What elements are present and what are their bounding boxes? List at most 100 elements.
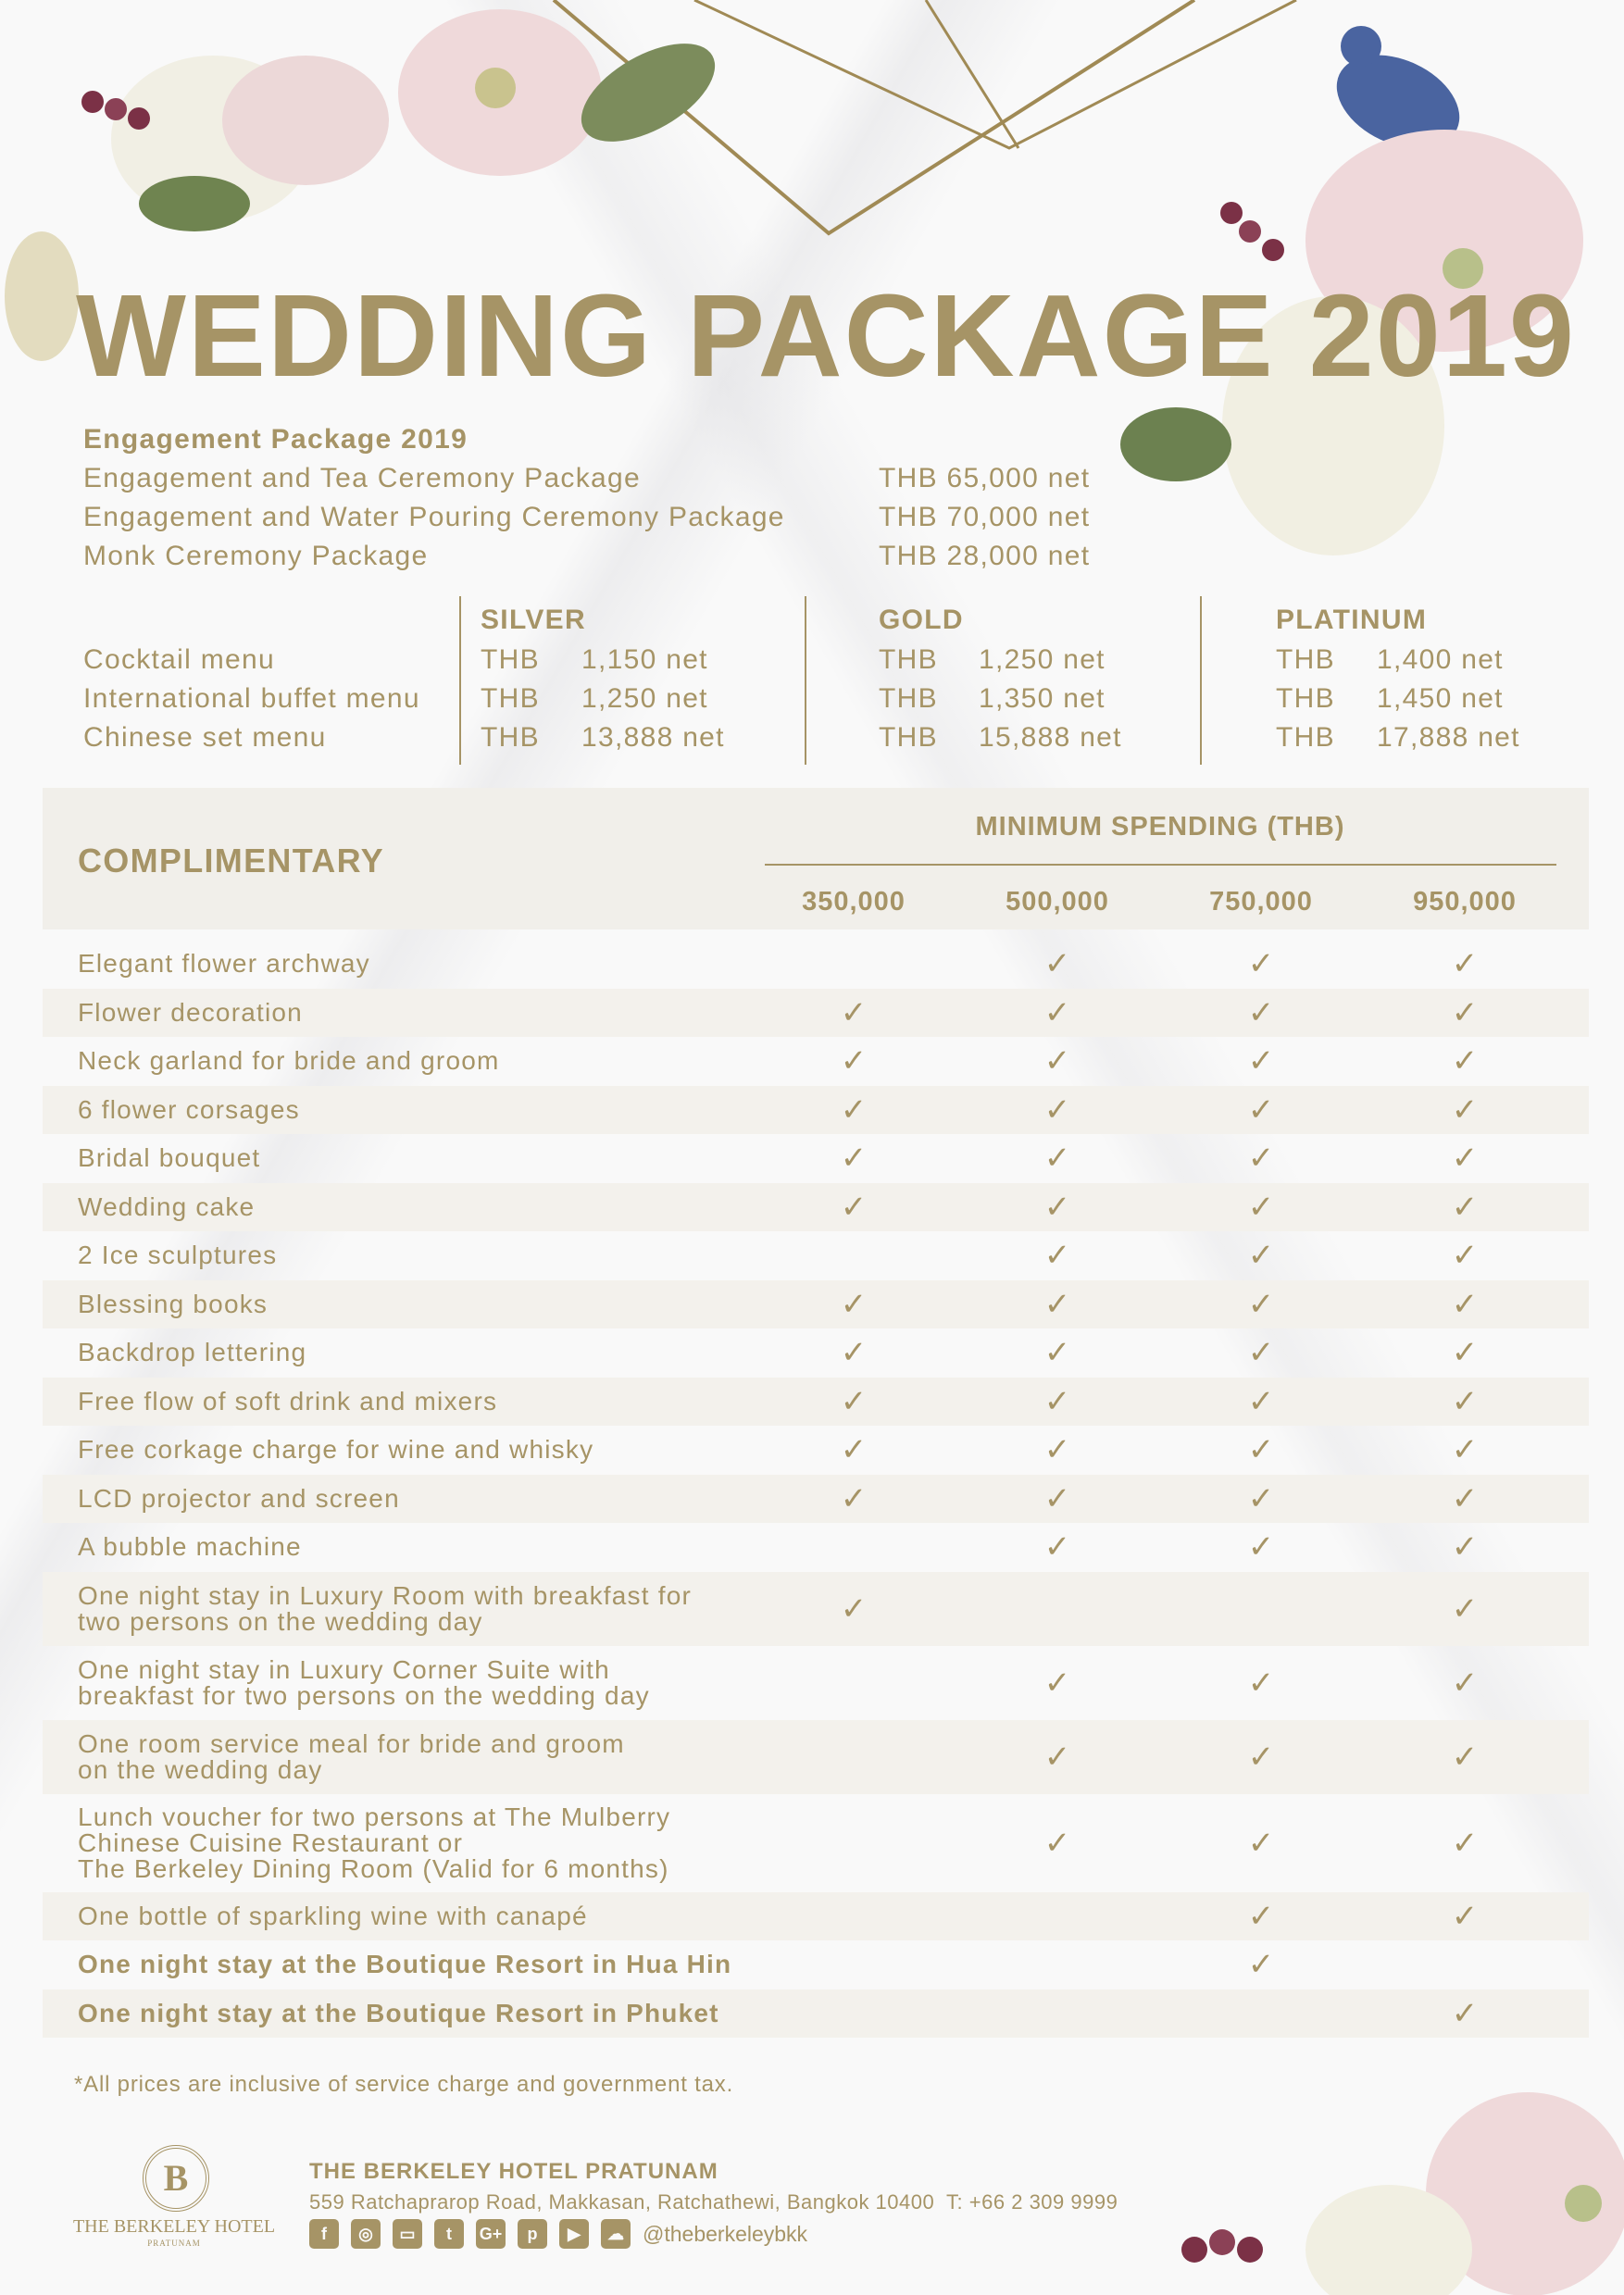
tier-silver: SILVER: [481, 605, 586, 635]
tier-gold: GOLD: [879, 605, 964, 635]
checkmark-icon: ✓: [1451, 994, 1479, 1030]
page-title: WEDDING PACKAGE 2019: [76, 270, 1576, 401]
checkmark-icon: ✓: [1451, 1529, 1479, 1565]
logo-subtitle: PRATUNAM: [147, 2239, 201, 2248]
flower-bird-decoration-top-right: [1120, 26, 1583, 555]
menu-name: Chinese set menu: [83, 722, 327, 753]
checkmark-icon: ✓: [840, 1432, 868, 1468]
checkmark-icon: ✓: [840, 1383, 868, 1419]
checkmark-icon: ✓: [1247, 946, 1275, 982]
row-label: Backdrop lettering: [78, 1338, 307, 1367]
divider: [805, 596, 806, 765]
checkmark-icon: ✓: [1247, 1238, 1275, 1274]
checkmark-icon: ✓: [1451, 1189, 1479, 1225]
checkmark-icon: ✓: [1247, 1091, 1275, 1128]
spending-column-header: 350,000: [802, 887, 906, 917]
row-label: One night stay at the Boutique Resort in…: [78, 1998, 719, 2027]
checkmark-icon: ✓: [1247, 994, 1275, 1030]
row-label: Free corkage charge for wine and whisky: [78, 1435, 594, 1465]
checkmark-icon: ✓: [1247, 1141, 1275, 1177]
google-plus-icon[interactable]: G+: [476, 2219, 506, 2249]
table-row: One bottle of sparkling wine with canapé…: [43, 1891, 1589, 1940]
checkmark-icon: ✓: [1043, 1739, 1071, 1775]
checkmark-icon: ✓: [1451, 1665, 1479, 1701]
checkmark-icon: ✓: [1043, 1286, 1071, 1322]
menu-name: International buffet menu: [83, 683, 420, 714]
checkmark-icon: ✓: [1451, 946, 1479, 982]
engagement-item-price: THB 70,000 net: [879, 502, 1091, 532]
currency-label: THB: [481, 722, 540, 753]
checkmark-icon: ✓: [1043, 1043, 1071, 1079]
menu-name: Cocktail menu: [83, 644, 275, 675]
table-row: Wedding cake ✓ ✓ ✓ ✓: [43, 1182, 1589, 1231]
tier-platinum: PLATINUM: [1276, 605, 1428, 635]
checkmark-icon: ✓: [840, 994, 868, 1030]
menu-price: 1,350 net: [979, 683, 1106, 714]
minimum-spending-heading: MINIMUM SPENDING (THB): [975, 812, 1345, 842]
checkmark-icon: ✓: [1247, 1189, 1275, 1225]
menu-price: 1,400 net: [1377, 644, 1504, 675]
checkmark-icon: ✓: [1247, 1043, 1275, 1079]
divider: [1200, 596, 1202, 765]
checkmark-icon: ✓: [840, 1335, 868, 1371]
currency-label: THB: [879, 644, 938, 675]
checkmark-icon: ✓: [1451, 1898, 1479, 1934]
engagement-item-price: THB 28,000 net: [879, 541, 1091, 571]
pinterest-icon[interactable]: p: [518, 2219, 547, 2249]
youtube-icon[interactable]: ▶: [559, 2219, 589, 2249]
checkmark-icon: ✓: [1451, 1739, 1479, 1775]
menu-price: 1,450 net: [1377, 683, 1504, 714]
menu-price: 1,250 net: [581, 683, 708, 714]
row-label: Free flow of soft drink and mixers: [78, 1386, 498, 1416]
complimentary-heading: COMPLIMENTARY: [78, 842, 384, 879]
checkmark-icon: ✓: [1451, 1286, 1479, 1322]
table-row: A bubble machine ✓ ✓ ✓: [43, 1523, 1589, 1572]
engagement-item-price: THB 65,000 net: [879, 463, 1091, 493]
twitter-icon[interactable]: t: [434, 2219, 464, 2249]
checkmark-icon: ✓: [1043, 1529, 1071, 1565]
line-icon[interactable]: ▭: [393, 2219, 422, 2249]
engagement-item-name: Engagement and Tea Ceremony Package: [83, 463, 641, 493]
checkmark-icon: ✓: [840, 1590, 868, 1627]
checkmark-icon: ✓: [1451, 1432, 1479, 1468]
checkmark-icon: ✓: [1451, 1590, 1479, 1627]
row-label: Flower decoration: [78, 997, 303, 1027]
checkmark-icon: ✓: [1043, 1335, 1071, 1371]
row-label: 6 flower corsages: [78, 1094, 300, 1124]
divider: [459, 596, 461, 765]
table-row: Elegant flower archway ✓ ✓ ✓: [43, 940, 1589, 989]
checkmark-icon: ✓: [1451, 1995, 1479, 2031]
row-label: Neck garland for bride and groom: [78, 1046, 500, 1076]
social-handle[interactable]: @theberkeleybkk: [643, 2222, 808, 2246]
table-row: Free corkage charge for wine and whisky ✓…: [43, 1426, 1589, 1475]
row-label: One room service meal for bride and groo…: [78, 1728, 625, 1784]
checkmark-icon: ✓: [1247, 1825, 1275, 1861]
spending-column-header: 750,000: [1209, 887, 1313, 917]
checkmark-icon: ✓: [1451, 1091, 1479, 1128]
table-row: Blessing books ✓ ✓ ✓ ✓: [43, 1279, 1589, 1328]
twitter-icon-glyph: t: [446, 2225, 452, 2243]
checkmark-icon: ✓: [1043, 1383, 1071, 1419]
instagram-icon[interactable]: ◎: [351, 2219, 381, 2249]
wechat-icon-glyph: ☁: [607, 2225, 624, 2243]
facebook-icon[interactable]: f: [309, 2219, 339, 2249]
checkmark-icon: ✓: [1451, 1238, 1479, 1274]
checkmark-icon: ✓: [1247, 1529, 1275, 1565]
checkmark-icon: ✓: [1247, 1286, 1275, 1322]
checkmark-icon: ✓: [1043, 1825, 1071, 1861]
row-label: A bubble machine: [78, 1532, 302, 1562]
line-icon-glyph: ▭: [399, 2225, 416, 2243]
row-label: Elegant flower archway: [78, 949, 370, 979]
engagement-item-name: Engagement and Water Pouring Ceremony Pa…: [83, 502, 785, 532]
checkmark-icon: ✓: [1247, 1665, 1275, 1701]
currency-label: THB: [481, 683, 540, 714]
pinterest-icon-glyph: p: [527, 2225, 538, 2243]
row-label: One bottle of sparkling wine with canapé: [78, 1901, 588, 1930]
table-row: One night stay in Luxury Corner Suite wi…: [43, 1646, 1589, 1720]
wechat-icon[interactable]: ☁: [601, 2219, 631, 2249]
row-label: LCD projector and screen: [78, 1483, 400, 1513]
youtube-icon-glyph: ▶: [568, 2225, 581, 2243]
spending-column-header: 500,000: [1006, 887, 1109, 917]
currency-label: THB: [879, 683, 938, 714]
currency-label: THB: [1276, 683, 1335, 714]
